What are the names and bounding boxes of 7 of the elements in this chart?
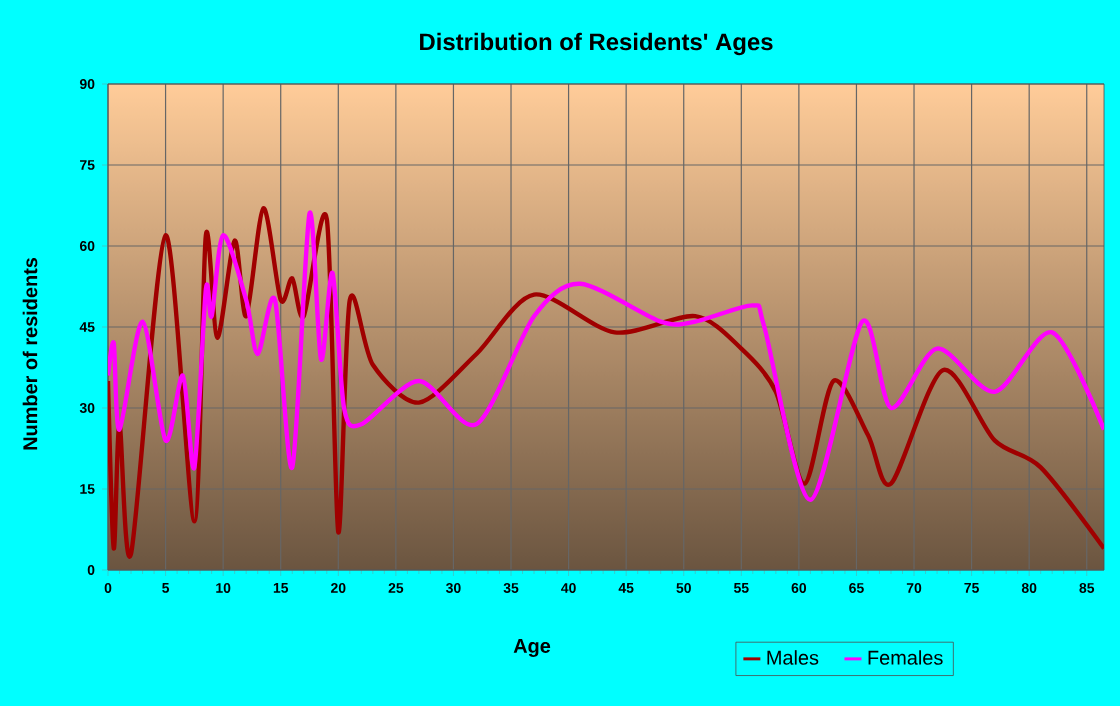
line-series (108, 211, 1105, 502)
legend-label: Females (868, 650, 943, 665)
chart-title: Distribution of Residents' Ages (420, 32, 773, 56)
x-axis-title: Age (513, 639, 551, 657)
line-series (108, 206, 1105, 556)
y-axis-title: Number of residents (22, 257, 38, 450)
legend-label: Males (767, 650, 819, 665)
